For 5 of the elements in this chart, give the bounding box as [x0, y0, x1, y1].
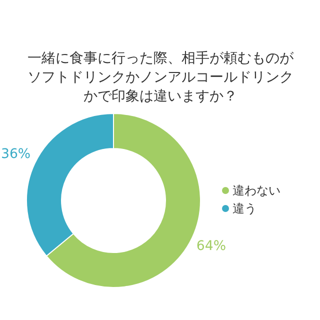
- legend-label: 違わない: [232, 184, 280, 198]
- legend-label: 違う: [232, 202, 256, 216]
- chart-title: 一緒に食事に行った際、相手が頼むものがソフトドリンクかノンアルコールドリンクかで印象は違いますか？: [28, 50, 294, 104]
- data-label: 36%: [0, 147, 31, 162]
- data-label: 64%: [196, 238, 226, 254]
